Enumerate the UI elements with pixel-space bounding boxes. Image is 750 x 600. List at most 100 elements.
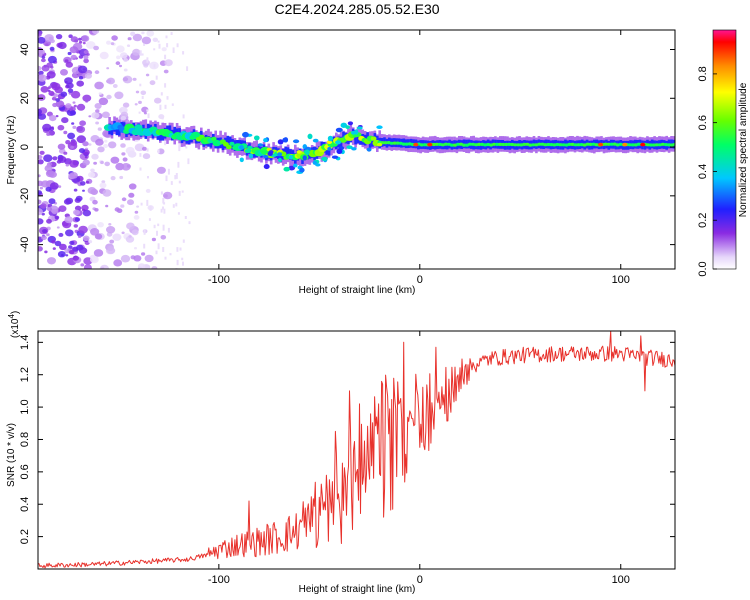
noise-blob — [91, 153, 99, 160]
signal-core — [395, 141, 400, 145]
noise-blob — [64, 80, 68, 84]
signal-scatter — [263, 154, 269, 159]
noise-blob — [58, 205, 67, 212]
signal-core — [461, 143, 467, 147]
noise-blob — [60, 91, 68, 97]
signal-scatter — [347, 121, 354, 126]
noise-blob — [43, 154, 53, 162]
noise-blob — [45, 170, 55, 178]
noise-streak — [139, 50, 142, 56]
signal-scatter — [331, 155, 339, 159]
noise-blob — [99, 51, 109, 60]
noise-blob — [58, 232, 64, 237]
noise-streak — [156, 230, 158, 236]
noise-blob — [63, 151, 68, 155]
spectrogram-panel: -100 0 100 -40 -20 0 20 40 Height of straight … — [6, 29, 676, 296]
spectrogram-frame — [37, 29, 676, 270]
signal-peak — [413, 142, 419, 147]
colorbar: 0.0 0.2 0.4 0.6 0.8 Normalized spectral ampl… — [697, 29, 749, 277]
noise-blob — [46, 71, 56, 79]
noise-blob — [73, 209, 80, 216]
signal-core — [648, 143, 654, 147]
noise-blob — [41, 235, 47, 241]
x-tick-label: 0 — [417, 574, 423, 586]
signal-peak — [598, 142, 604, 147]
noise-blob — [41, 58, 46, 63]
signal-scatter — [277, 157, 283, 163]
signal-scatter — [305, 149, 310, 156]
noise-blob — [74, 217, 81, 222]
noise-blob — [71, 122, 75, 125]
noise-blob — [141, 31, 145, 35]
noise-streak — [166, 96, 169, 100]
noise-blob — [106, 40, 111, 45]
noise-streak — [153, 48, 156, 51]
noise-blob — [38, 33, 42, 37]
signal-core — [443, 142, 448, 146]
noise-blob — [87, 187, 97, 194]
noise-blob — [90, 256, 99, 264]
noise-blob — [141, 146, 147, 151]
noise-blob — [104, 161, 110, 167]
noise-blob — [83, 50, 89, 55]
noise-streak — [162, 206, 164, 210]
signal-scatter — [283, 137, 289, 143]
noise-blob — [125, 146, 135, 155]
noise-blob — [41, 55, 46, 59]
noise-streak — [182, 261, 184, 266]
signal-peak — [377, 142, 383, 147]
signal-band — [279, 151, 283, 162]
y-tick-label: 0.4 — [19, 497, 31, 512]
noise-blob — [38, 155, 43, 160]
noise-blob — [133, 215, 140, 220]
noise-blob — [97, 146, 105, 153]
noise-streak — [186, 66, 189, 71]
noise-blob — [60, 69, 68, 76]
noise-blob — [141, 36, 152, 45]
noise-streak — [159, 104, 162, 110]
noise-blob — [94, 208, 99, 212]
noise-blob — [46, 164, 51, 168]
noise-streak — [181, 190, 184, 193]
noise-streak — [188, 221, 191, 225]
noise-blob — [137, 263, 146, 269]
noise-blob — [53, 93, 58, 98]
noise-blob — [82, 189, 85, 192]
signal-core — [401, 142, 406, 146]
noise-blob — [121, 231, 125, 235]
noise-blob — [73, 224, 79, 228]
noise-blob — [95, 138, 104, 146]
signal-core — [588, 142, 593, 146]
y-tick-label: 0.2 — [19, 529, 31, 544]
noise-blob — [144, 254, 154, 263]
signal-core — [531, 143, 536, 147]
noise-blob — [93, 249, 104, 257]
noise-blob — [45, 186, 52, 192]
noise-blob — [82, 94, 92, 102]
noise-blob — [92, 30, 100, 35]
noise-blob — [46, 233, 50, 237]
noise-blob — [93, 161, 97, 165]
noise-streak — [139, 167, 142, 171]
signal-band — [159, 129, 162, 141]
noise-blob — [65, 229, 74, 237]
noise-blob — [83, 58, 89, 64]
noise-streak — [160, 92, 163, 96]
noise-streak — [141, 53, 144, 56]
signal-core — [495, 142, 500, 146]
noise-blob — [59, 243, 67, 251]
noise-blob — [136, 205, 140, 208]
noise-blob — [121, 163, 131, 171]
noise-streak — [139, 83, 142, 87]
signal-core — [226, 144, 232, 150]
noise-blob — [131, 229, 139, 236]
noise-streak — [178, 180, 181, 184]
signal-core — [389, 141, 394, 145]
signal-scatter — [242, 131, 249, 138]
noise-streak — [181, 257, 184, 261]
signal-core — [555, 142, 560, 147]
noise-blob — [38, 70, 44, 75]
noise-blob — [156, 166, 166, 174]
noise-blob — [134, 103, 138, 106]
noise-streak — [143, 229, 146, 235]
